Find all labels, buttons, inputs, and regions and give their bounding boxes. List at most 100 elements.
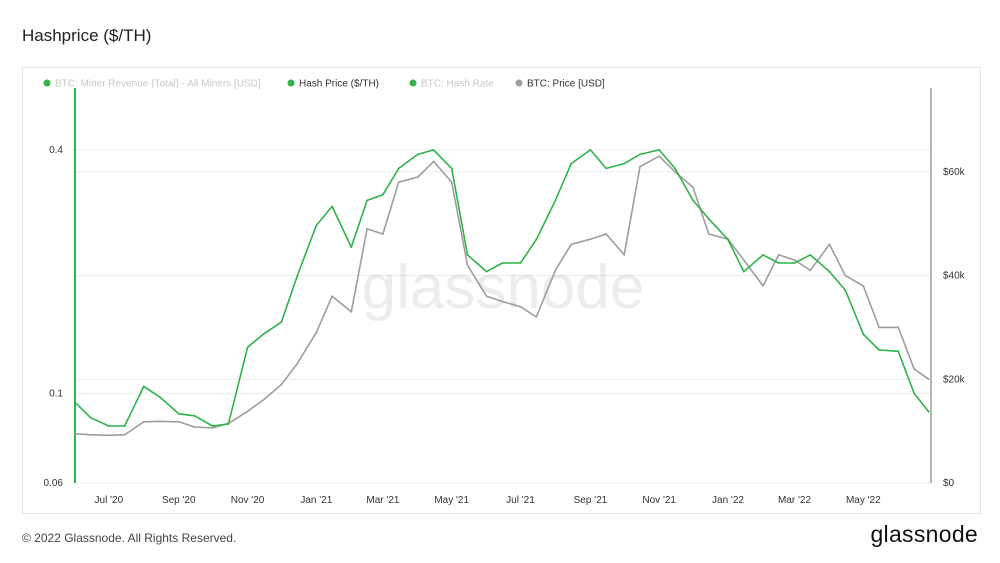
y-right-tick-label: $40k bbox=[943, 271, 966, 282]
btc-price-point bbox=[623, 253, 626, 256]
btc-price-point bbox=[927, 378, 930, 381]
y-left-tick-label: 0.1 bbox=[49, 388, 63, 399]
btc-price-point bbox=[432, 160, 435, 163]
hash-price-point bbox=[809, 254, 812, 256]
x-tick-label: May '22 bbox=[846, 495, 881, 506]
hash-price-point bbox=[554, 199, 557, 202]
hash-price-point bbox=[296, 275, 299, 277]
btc-price-point bbox=[296, 362, 299, 365]
hash-price-point bbox=[397, 167, 400, 170]
hash-price-point bbox=[177, 412, 180, 415]
hash-price-point bbox=[658, 149, 661, 151]
y-left-tick-label: 0.06 bbox=[44, 478, 64, 489]
btc-price-point bbox=[707, 233, 710, 235]
x-tick-label: Jan '21 bbox=[300, 495, 332, 506]
btc-price-point bbox=[417, 176, 419, 178]
btc-price-point bbox=[331, 295, 333, 298]
hash-price-point bbox=[927, 410, 930, 413]
hash-price-point bbox=[366, 199, 368, 202]
hash-price-point bbox=[262, 333, 265, 336]
legend-marker bbox=[409, 79, 417, 87]
hash-price-point bbox=[623, 162, 626, 165]
btc-price-point bbox=[350, 310, 353, 313]
hash-price-point bbox=[280, 321, 283, 323]
y-right-tick-label: $20k bbox=[943, 374, 966, 385]
btc-price-point bbox=[762, 285, 764, 287]
hash-price-point bbox=[432, 149, 435, 151]
legend-label: Hash Price ($/TH) bbox=[299, 79, 379, 90]
btc-price-point bbox=[142, 420, 145, 423]
hash-price-point bbox=[742, 270, 745, 273]
btc-price-point bbox=[397, 181, 400, 184]
btc-price-point bbox=[742, 259, 745, 261]
x-tick-label: Mar '22 bbox=[778, 495, 811, 506]
btc-price-point bbox=[554, 269, 557, 272]
legend-label: BTC: Miner Revenue (Total) - All Miners … bbox=[55, 79, 261, 90]
hash-price-point bbox=[211, 425, 214, 427]
hash-price-point bbox=[107, 425, 110, 427]
hash-price-point bbox=[193, 414, 196, 417]
btc-price-point bbox=[674, 170, 676, 173]
hash-price-point bbox=[158, 396, 161, 398]
hash-price-point bbox=[485, 270, 488, 273]
hash-price-point bbox=[315, 224, 318, 227]
x-tick-label: Mar '21 bbox=[366, 495, 399, 506]
hash-price-point bbox=[246, 346, 249, 349]
x-tick-label: Jul '21 bbox=[506, 495, 535, 506]
btc-price-point bbox=[692, 186, 694, 189]
btc-price-point bbox=[193, 426, 196, 428]
hash-price-point bbox=[862, 333, 865, 336]
legend-marker bbox=[287, 79, 295, 87]
x-tick-label: Jul '20 bbox=[95, 495, 124, 506]
legend-marker bbox=[43, 79, 51, 87]
hash-price-point bbox=[913, 392, 915, 395]
btc-price-point bbox=[809, 269, 812, 272]
hash-price-point bbox=[466, 254, 469, 256]
btc-price-point bbox=[382, 233, 384, 235]
hash-price-point bbox=[844, 289, 847, 291]
btc-price-point bbox=[777, 253, 780, 256]
btc-price-point bbox=[262, 399, 265, 401]
hash-price-point bbox=[793, 262, 796, 264]
hash-price-point bbox=[570, 162, 573, 165]
btc-price-point bbox=[793, 259, 796, 261]
btc-price-point bbox=[123, 433, 126, 436]
legend-label: BTC: Price [USD] bbox=[527, 79, 605, 90]
y-left-tick-label: 0.4 bbox=[49, 145, 63, 156]
btc-price-point bbox=[589, 238, 592, 241]
btc-price-point bbox=[570, 243, 573, 246]
btc-price-point bbox=[211, 427, 214, 429]
hash-price-point bbox=[589, 149, 592, 151]
hash-price-point bbox=[227, 423, 230, 425]
btc-price-point bbox=[639, 165, 641, 168]
legend-label: BTC: Hash Rate bbox=[421, 79, 494, 90]
btc-price-point bbox=[897, 326, 900, 329]
btc-price-point bbox=[605, 233, 608, 235]
btc-price-point bbox=[828, 243, 831, 246]
hash-price-point bbox=[674, 167, 676, 170]
hash-price-point bbox=[535, 238, 538, 241]
y-right-tick-label: $60k bbox=[943, 167, 966, 178]
hashprice-chart: glassnode 0.4 0.1 0.06 $60k $40k $20k $0 Jul '20… bbox=[43, 79, 966, 506]
y-right-tick-label: $0 bbox=[943, 478, 955, 489]
hash-price-point bbox=[74, 401, 76, 404]
hash-price-point bbox=[501, 262, 504, 264]
chart-frame: glassnode 0.4 0.1 0.06 $60k $40k $20k $0 Jul '20… bbox=[22, 67, 981, 514]
x-tick-label: May '21 bbox=[434, 495, 469, 506]
btc-price-point bbox=[485, 295, 488, 298]
btc-price-point bbox=[658, 155, 661, 158]
btc-price-point bbox=[501, 300, 504, 303]
btc-price-point bbox=[246, 410, 249, 413]
hash-price-point bbox=[519, 262, 522, 264]
hash-price-point bbox=[878, 349, 880, 351]
hash-price-point bbox=[350, 246, 353, 249]
btc-price-point bbox=[519, 305, 522, 308]
btc-price-point bbox=[450, 181, 453, 184]
copyright-text: © 2022 Glassnode. All Rights Reserved. bbox=[22, 531, 237, 545]
hash-price-point bbox=[382, 193, 384, 196]
hash-price-point bbox=[331, 205, 333, 208]
hash-price-point bbox=[142, 385, 145, 388]
btc-price-point bbox=[844, 274, 847, 277]
btc-price-point bbox=[466, 264, 469, 267]
hash-price-point bbox=[123, 425, 126, 427]
